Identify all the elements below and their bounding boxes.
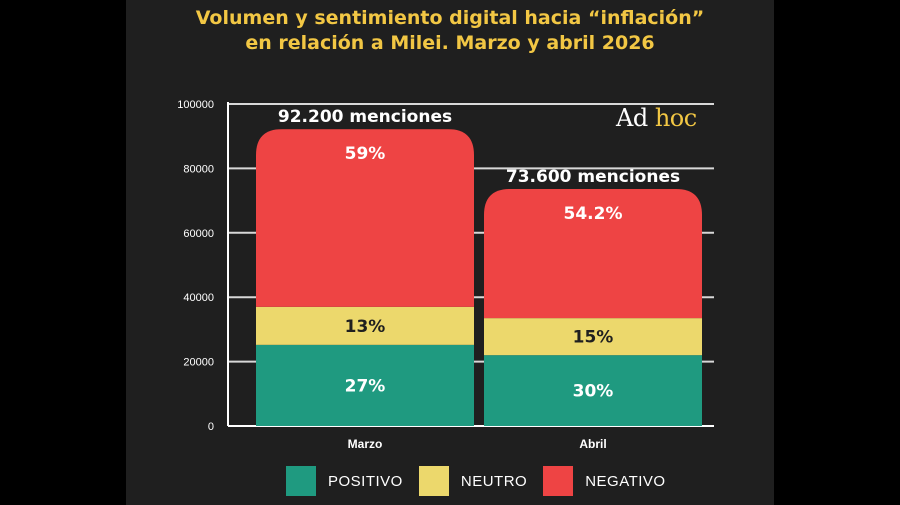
y-tick-label-20000: 20000: [183, 357, 214, 369]
y-tick-label-100000: 100000: [177, 99, 214, 111]
bar-abril-neutro: [484, 318, 702, 356]
chart-title: Volumen y sentimiento digital hacia “inf…: [126, 6, 774, 56]
data-label-marzo-neutro: 13%: [345, 317, 386, 337]
legend-swatch-neutro: [418, 466, 449, 496]
bar-marzo-negativo: [256, 129, 474, 307]
x-category-label-marzo: Marzo: [348, 437, 383, 451]
legend-item-negativo: NEGATIVO: [543, 466, 665, 496]
legend-label-positivo: POSITIVO: [328, 472, 403, 490]
legend-label-neutro: NEUTRO: [460, 472, 528, 490]
y-tick-label-80000: 80000: [183, 163, 214, 175]
chart-card: Volumen y sentimiento digital hacia “inf…: [126, 0, 774, 505]
data-label-marzo-positivo: 27%: [345, 376, 386, 396]
y-tick-label-0: 0: [208, 421, 214, 433]
y-tick-label-40000: 40000: [183, 292, 214, 304]
stacked-bar-chart: 0 20000 40000 60000 80000 100000 27% 13% 59% 92.2…: [177, 99, 714, 451]
data-label-abril-negativo: 54.2%: [564, 204, 623, 224]
bar-marzo-positivo: [256, 344, 474, 426]
bar-abril-negativo: [484, 189, 702, 319]
data-label-abril-positivo: 30%: [573, 382, 614, 402]
y-tick-label-60000: 60000: [183, 228, 214, 240]
brand-logo-part-2: hoc: [654, 104, 697, 132]
total-label-marzo: 92.200 menciones: [278, 107, 452, 127]
brand-logo-part-1: Ad: [616, 104, 648, 132]
data-label-marzo-negativo: 59%: [345, 144, 386, 164]
brand-logo: Ad hoc: [616, 104, 697, 132]
bar-abril-positivo: [484, 355, 702, 426]
bar-marzo-neutro: [256, 306, 474, 345]
chart-title-line-1: Volumen y sentimiento digital hacia “inf…: [195, 7, 705, 29]
legend: POSITIVO NEUTRO NEGATIVO: [286, 466, 682, 496]
legend-label-negativo: NEGATIVO: [585, 472, 666, 490]
legend-item-neutro: NEUTRO: [418, 466, 528, 496]
data-label-abril-neutro: 15%: [573, 328, 614, 348]
legend-swatch-positivo: [286, 466, 316, 496]
x-category-label-abril: Abril: [579, 437, 606, 451]
legend-item-positivo: POSITIVO: [286, 466, 403, 496]
legend-swatch-negativo: [543, 466, 574, 496]
total-label-abril: 73.600 menciones: [506, 167, 680, 187]
chart-title-line-2: en relación a Milei. Marzo y abril 2026: [245, 32, 655, 54]
